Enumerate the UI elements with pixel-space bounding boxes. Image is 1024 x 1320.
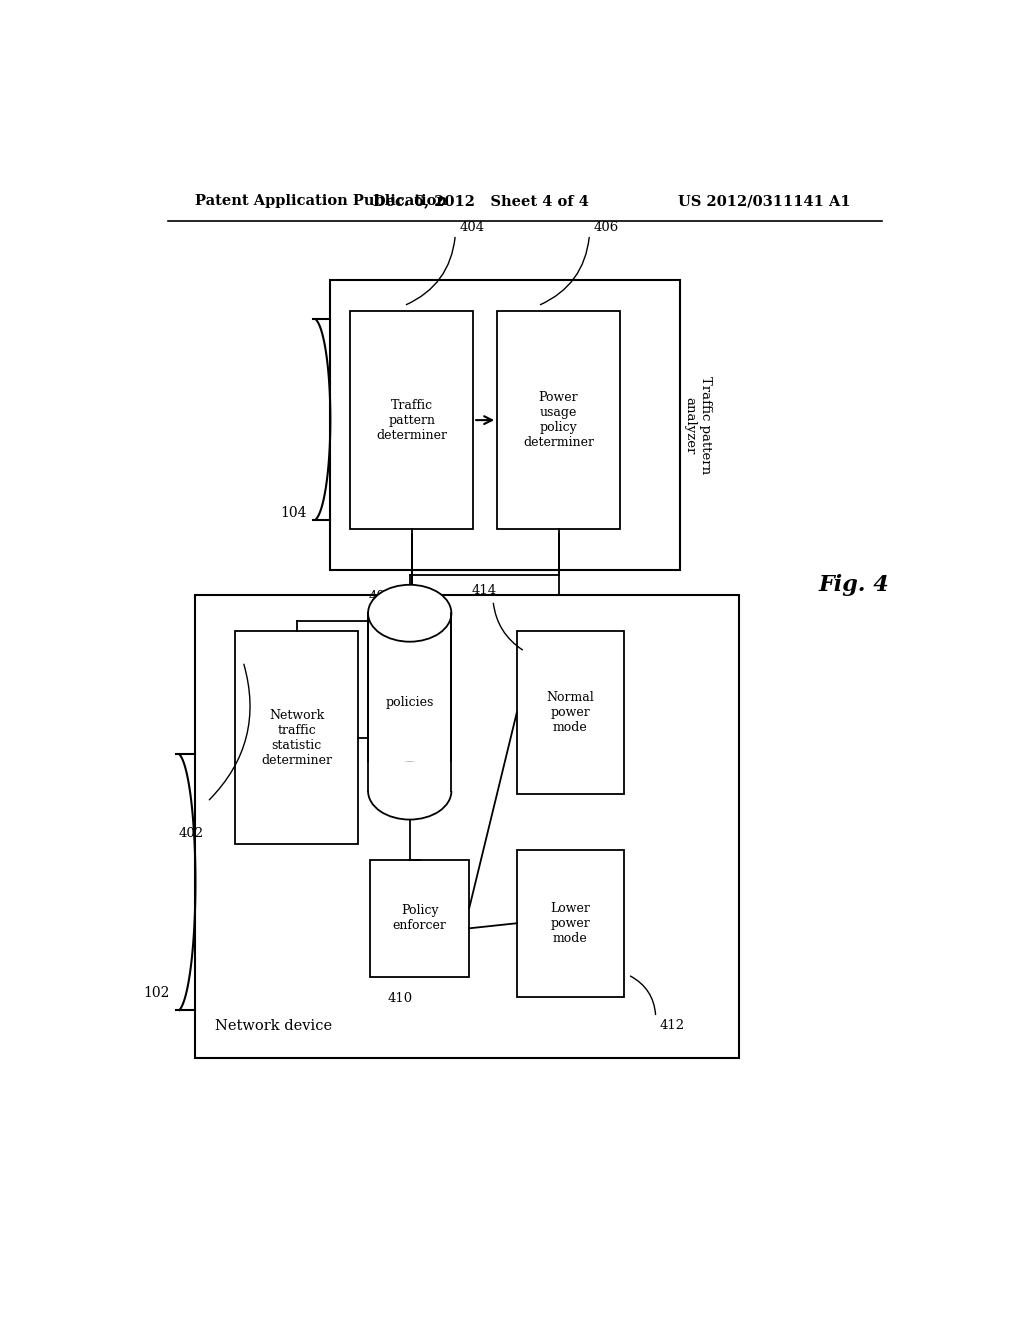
Ellipse shape xyxy=(368,763,452,820)
Text: US 2012/0311141 A1: US 2012/0311141 A1 xyxy=(678,194,850,209)
Text: Fig. 4: Fig. 4 xyxy=(819,574,890,597)
FancyBboxPatch shape xyxy=(331,280,680,570)
FancyBboxPatch shape xyxy=(517,850,624,997)
Text: Traffic pattern
analyzer: Traffic pattern analyzer xyxy=(684,376,712,474)
Text: 414: 414 xyxy=(472,583,497,597)
Text: Traffic
pattern
determiner: Traffic pattern determiner xyxy=(376,399,447,442)
Text: Patent Application Publication: Patent Application Publication xyxy=(196,194,447,209)
FancyBboxPatch shape xyxy=(370,859,469,977)
Text: Dec. 6, 2012   Sheet 4 of 4: Dec. 6, 2012 Sheet 4 of 4 xyxy=(373,194,589,209)
FancyBboxPatch shape xyxy=(236,631,358,845)
Text: 102: 102 xyxy=(143,986,170,999)
Text: Policy
enforcer: Policy enforcer xyxy=(393,904,446,932)
Text: 406: 406 xyxy=(594,220,618,234)
Text: policies: policies xyxy=(386,696,434,709)
Text: Power
usage
policy
determiner: Power usage policy determiner xyxy=(523,391,594,449)
Text: 408: 408 xyxy=(368,590,393,603)
Text: 104: 104 xyxy=(280,506,306,520)
Text: 410: 410 xyxy=(387,991,413,1005)
FancyBboxPatch shape xyxy=(350,312,473,529)
Text: Network device: Network device xyxy=(215,1019,333,1032)
Text: Normal
power
mode: Normal power mode xyxy=(547,690,594,734)
Polygon shape xyxy=(367,762,453,791)
Text: 412: 412 xyxy=(659,1019,685,1032)
Text: Lower
power
mode: Lower power mode xyxy=(551,902,591,945)
FancyBboxPatch shape xyxy=(196,595,739,1057)
Text: Network
traffic
statistic
determiner: Network traffic statistic determiner xyxy=(261,709,332,767)
Text: 402: 402 xyxy=(178,828,204,841)
Ellipse shape xyxy=(368,585,452,642)
Text: 404: 404 xyxy=(460,220,484,234)
FancyBboxPatch shape xyxy=(497,312,620,529)
FancyBboxPatch shape xyxy=(517,631,624,793)
